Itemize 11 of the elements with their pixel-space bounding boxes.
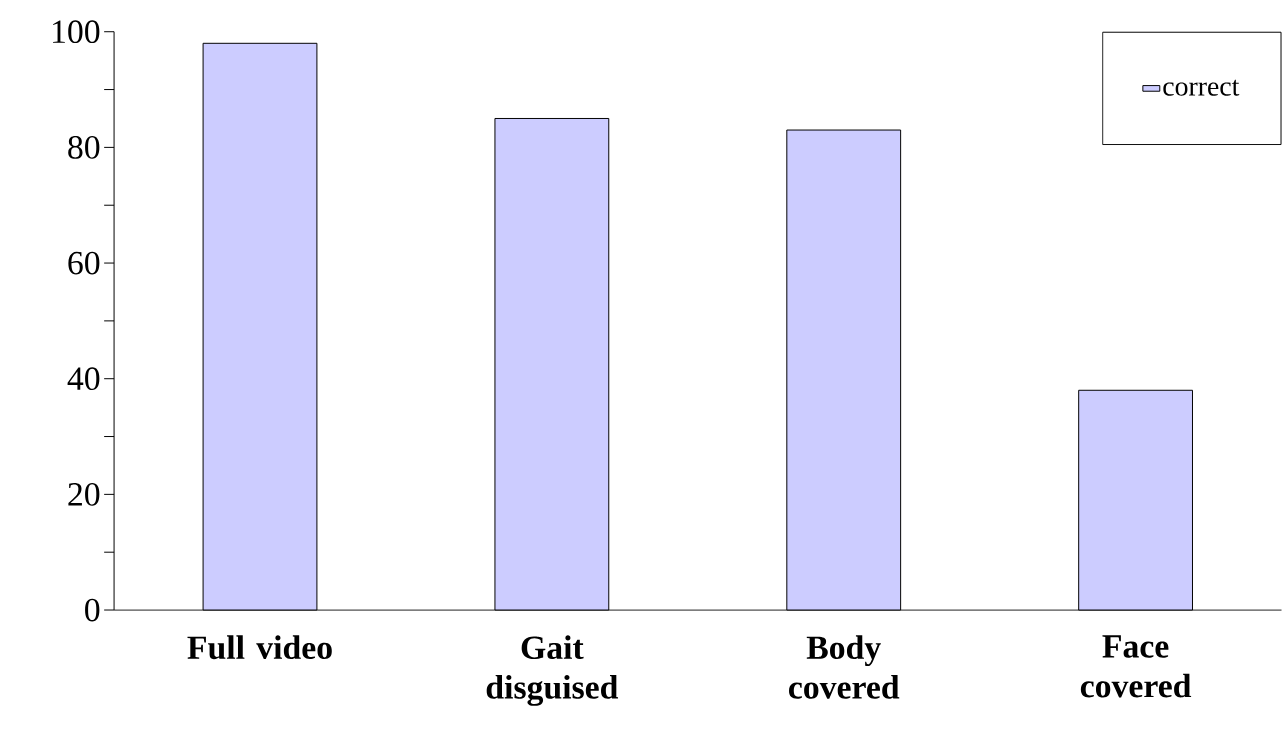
y-tick-label: 40: [67, 367, 100, 391]
y-tick-label: 80: [68, 136, 100, 159]
x-tick-label: Face covered: [1080, 635, 1192, 698]
y-tick-label: 100: [53, 20, 100, 44]
y-tick-label: 20: [68, 483, 100, 506]
x-tick-label: Full video: [187, 635, 332, 660]
y-tick-label: 0: [85, 598, 100, 622]
x-tick-label: Gait disguised: [486, 635, 619, 706]
x-tick-label: Body covered: [789, 635, 900, 699]
legend-label: correct: [1163, 79, 1240, 96]
y-tick-label: 60: [68, 251, 100, 275]
